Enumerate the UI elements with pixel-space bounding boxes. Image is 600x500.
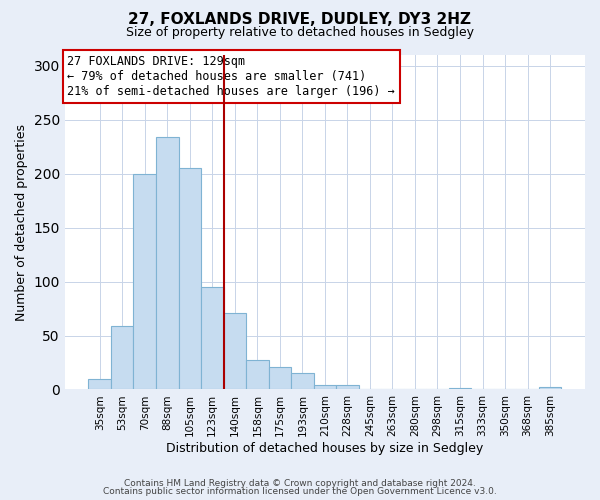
Bar [88, 378, 111, 390]
Bar [449, 388, 471, 390]
Bar [314, 385, 336, 390]
Bar [133, 174, 156, 390]
Bar [156, 137, 179, 390]
Y-axis label: Number of detached properties: Number of detached properties [15, 124, 28, 320]
Bar [269, 367, 291, 390]
Text: 27 FOXLANDS DRIVE: 129sqm
← 79% of detached houses are smaller (741)
21% of semi: 27 FOXLANDS DRIVE: 129sqm ← 79% of detac… [67, 55, 395, 98]
Bar [336, 385, 359, 390]
Bar [201, 287, 224, 390]
Text: Contains HM Land Registry data © Crown copyright and database right 2024.: Contains HM Land Registry data © Crown c… [124, 478, 476, 488]
Text: Contains public sector information licensed under the Open Government Licence v3: Contains public sector information licen… [103, 487, 497, 496]
Bar [224, 313, 246, 390]
X-axis label: Distribution of detached houses by size in Sedgley: Distribution of detached houses by size … [166, 442, 484, 455]
Text: Size of property relative to detached houses in Sedgley: Size of property relative to detached ho… [126, 26, 474, 39]
Bar [291, 374, 314, 390]
Bar [111, 326, 133, 390]
Bar [179, 168, 201, 390]
Text: 27, FOXLANDS DRIVE, DUDLEY, DY3 2HZ: 27, FOXLANDS DRIVE, DUDLEY, DY3 2HZ [128, 12, 472, 28]
Bar [539, 388, 562, 390]
Bar [246, 360, 269, 390]
